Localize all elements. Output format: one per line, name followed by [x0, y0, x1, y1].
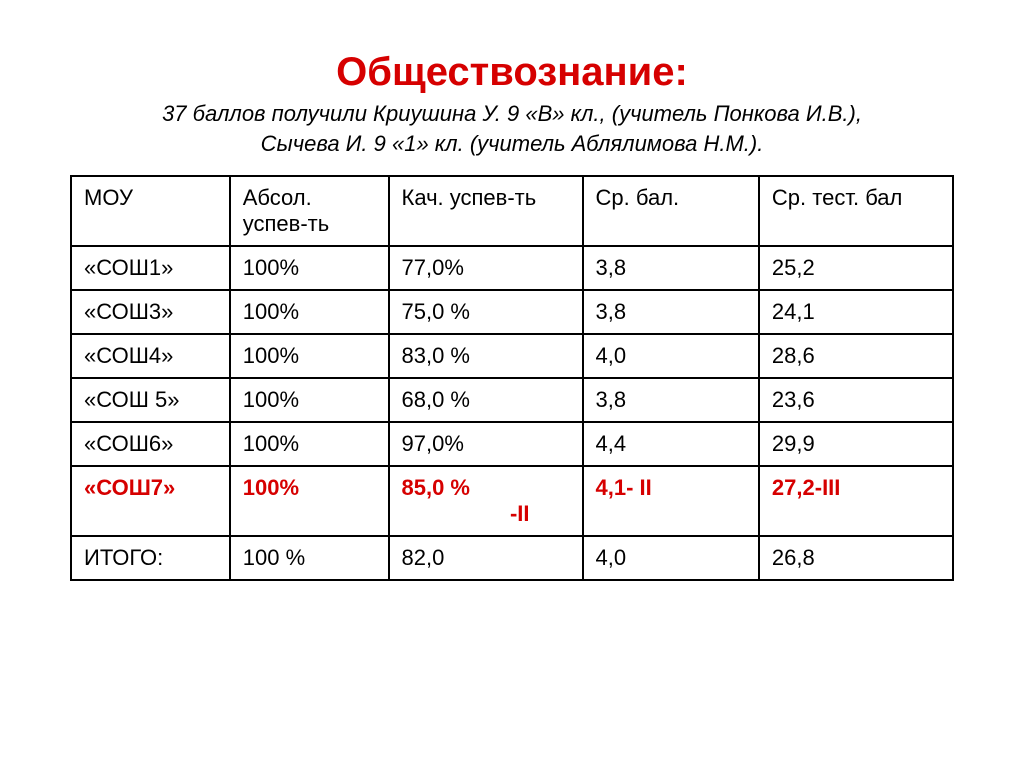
- cell-value: 100 %: [243, 545, 305, 570]
- cell-value: 83,0 %: [402, 343, 471, 368]
- cell-value: 29,9: [772, 431, 815, 456]
- table-cell: 100%: [230, 378, 389, 422]
- table-header-row: МОУ Абсол. успев-ть Кач. успев-ть Ср. ба…: [71, 176, 953, 246]
- cell-value: 23,6: [772, 387, 815, 412]
- cell-value: 3,8: [596, 255, 627, 280]
- table-cell: 28,6: [759, 334, 953, 378]
- table-cell: «СОШ6»: [71, 422, 230, 466]
- cell-value: 3,8: [596, 387, 627, 412]
- cell-value: 4,0: [596, 343, 627, 368]
- cell-value: «СОШ4»: [84, 343, 173, 368]
- table-cell: 4,0: [583, 334, 759, 378]
- cell-value: 26,8: [772, 545, 815, 570]
- table-cell: 26,8: [759, 536, 953, 580]
- cell-value: 24,1: [772, 299, 815, 324]
- table-cell: 75,0 %: [389, 290, 583, 334]
- cell-value: 25,2: [772, 255, 815, 280]
- table-row: «СОШ7» 100% 85,0 %-II 4,1- II 27,2-III: [71, 466, 953, 536]
- table-cell: 4,4: [583, 422, 759, 466]
- cell-value: 3,8: [596, 299, 627, 324]
- table-cell: «СОШ7»: [71, 466, 230, 536]
- table-cell: 85,0 %-II: [389, 466, 583, 536]
- cell-value: «СОШ 5»: [84, 387, 180, 412]
- col-header-test: Ср. тест. бал: [759, 176, 953, 246]
- table-row: «СОШ4» 100% 83,0 % 4,0 28,6: [71, 334, 953, 378]
- table-row: «СОШ6» 100% 97,0% 4,4 29,9: [71, 422, 953, 466]
- col-header-mou: МОУ: [71, 176, 230, 246]
- table-cell: 24,1: [759, 290, 953, 334]
- table-cell: 3,8: [583, 246, 759, 290]
- col-header-avg: Ср. бал.: [583, 176, 759, 246]
- cell-value: «СОШ7»: [84, 475, 175, 500]
- cell-value: 28,6: [772, 343, 815, 368]
- cell-value: 68,0 %: [402, 387, 471, 412]
- table-cell: 29,9: [759, 422, 953, 466]
- col-header-abs: Абсол. успев-ть: [230, 176, 389, 246]
- cell-value: 97,0%: [402, 431, 464, 456]
- cell-value: «СОШ1»: [84, 255, 173, 280]
- cell-value: 85,0 %: [402, 475, 471, 500]
- table-cell: 27,2-III: [759, 466, 953, 536]
- table-cell: 4,0: [583, 536, 759, 580]
- table-row: ИТОГО: 100 % 82,0 4,0 26,8: [71, 536, 953, 580]
- table-cell: 4,1- II: [583, 466, 759, 536]
- cell-value: 82,0: [402, 545, 445, 570]
- cell-value: 27,2-III: [772, 475, 840, 500]
- table-cell: 100%: [230, 422, 389, 466]
- cell-value: ИТОГО:: [84, 545, 163, 570]
- cell-value: «СОШ3»: [84, 299, 173, 324]
- cell-value: 4,0: [596, 545, 627, 570]
- cell-value: 100%: [243, 475, 299, 500]
- table-cell: 83,0 %: [389, 334, 583, 378]
- table-body: «СОШ1» 100% 77,0% 3,8 25,2 «СОШ3» 100% 75,0 % 3,…: [71, 246, 953, 580]
- table-cell: 77,0%: [389, 246, 583, 290]
- table-row: «СОШ3» 100% 75,0 % 3,8 24,1: [71, 290, 953, 334]
- col-header-qual: Кач. успев-ть: [389, 176, 583, 246]
- table-cell: 100%: [230, 246, 389, 290]
- table-row: «СОШ1» 100% 77,0% 3,8 25,2: [71, 246, 953, 290]
- results-table: МОУ Абсол. успев-ть Кач. успев-ть Ср. ба…: [70, 175, 954, 581]
- cell-value: 100%: [243, 299, 299, 324]
- table-cell: 97,0%: [389, 422, 583, 466]
- cell-value: 100%: [243, 255, 299, 280]
- cell-value: 100%: [243, 343, 299, 368]
- table-row: «СОШ 5» 100% 68,0 % 3,8 23,6: [71, 378, 953, 422]
- table-cell: 25,2: [759, 246, 953, 290]
- table-cell: «СОШ4»: [71, 334, 230, 378]
- subtitle-line-2: Сычева И. 9 «1» кл. (учитель Аблялимова …: [70, 131, 954, 157]
- table-cell: 100 %: [230, 536, 389, 580]
- cell-value: 100%: [243, 387, 299, 412]
- cell-subvalue: -II: [402, 501, 570, 527]
- table-cell: «СОШ1»: [71, 246, 230, 290]
- cell-value: 4,1- II: [596, 475, 652, 500]
- subtitle-line-1: 37 баллов получили Криушина У. 9 «В» кл.…: [70, 101, 954, 127]
- cell-value: 100%: [243, 431, 299, 456]
- table-cell: 3,8: [583, 378, 759, 422]
- cell-value: 75,0 %: [402, 299, 471, 324]
- table-cell: 82,0: [389, 536, 583, 580]
- table-cell: «СОШ3»: [71, 290, 230, 334]
- cell-value: 77,0%: [402, 255, 464, 280]
- table-cell: 23,6: [759, 378, 953, 422]
- table-cell: 68,0 %: [389, 378, 583, 422]
- cell-value: «СОШ6»: [84, 431, 173, 456]
- table-cell: ИТОГО:: [71, 536, 230, 580]
- page-title: Обществознание:: [70, 50, 954, 95]
- table-cell: «СОШ 5»: [71, 378, 230, 422]
- cell-value: 4,4: [596, 431, 627, 456]
- table-cell: 100%: [230, 290, 389, 334]
- slide-container: Обществознание: 37 баллов получили Криуш…: [0, 0, 1024, 621]
- table-cell: 3,8: [583, 290, 759, 334]
- table-cell: 100%: [230, 466, 389, 536]
- table-cell: 100%: [230, 334, 389, 378]
